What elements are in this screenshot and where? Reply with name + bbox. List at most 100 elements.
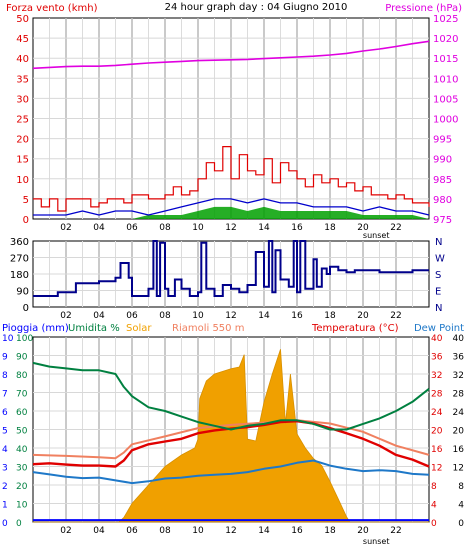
dewpoint-y-tick-label: 16 xyxy=(453,445,465,455)
pressure-y-tick-label: 1025 xyxy=(433,14,458,25)
x-tick-label: 08 xyxy=(159,526,171,536)
dewpoint-y-tick-label: 0 xyxy=(458,519,464,529)
direction-y-tick-label: 270 xyxy=(10,254,29,265)
wind-gust-line xyxy=(33,146,430,212)
x-tick-label: 18 xyxy=(324,223,336,233)
temperature-y-tick-label: 0 xyxy=(431,519,437,529)
pressure-y-tick-label: 980 xyxy=(433,195,452,206)
dewpoint-y-tick-label: 40 xyxy=(453,334,465,344)
wind-y-tick-label: 15 xyxy=(16,155,29,166)
temperature-y-tick-label: 4 xyxy=(431,501,437,511)
dewpoint-y-tick-label: 12 xyxy=(453,464,464,474)
solar-axis-title: Solar xyxy=(126,323,152,334)
x-tick-label: 12 xyxy=(225,223,236,233)
wind-avg-line xyxy=(33,198,430,216)
x-tick-label: 04 xyxy=(93,526,105,536)
humidity-y-tick-label: 50 xyxy=(16,427,28,437)
rain-y-tick-label: 10 xyxy=(2,334,14,344)
compass-label: N xyxy=(435,237,442,248)
x-tick-label: 12 xyxy=(225,526,236,536)
x-tick-label: 14 xyxy=(258,223,270,233)
wind-y-tick-label: 20 xyxy=(16,135,29,146)
temperature-y-tick-label: 36 xyxy=(431,353,443,363)
solar-radiation-area xyxy=(33,349,429,523)
x-tick-label: 22 xyxy=(390,311,401,321)
temperature-y-tick-label: 8 xyxy=(431,482,437,492)
x-tick-label: 20 xyxy=(357,223,369,233)
compass-label: S xyxy=(435,270,441,281)
wind-y-tick-label: 35 xyxy=(16,74,29,85)
x-tick-label: 08 xyxy=(159,223,171,233)
humidity-y-tick-label: 90 xyxy=(16,353,28,363)
temperature-y-tick-label: 28 xyxy=(431,390,443,400)
pressure-y-tick-label: 1000 xyxy=(433,115,458,126)
sunset-label-lower: sunset xyxy=(363,537,390,546)
pressure-y-tick-label: 1015 xyxy=(433,54,458,65)
wind-y-tick-label: 0 xyxy=(23,215,29,226)
dewpoint-line xyxy=(32,459,430,485)
x-tick-label: 04 xyxy=(93,311,105,321)
rain-y-tick-label: 9 xyxy=(2,353,8,363)
x-tick-label: 02 xyxy=(60,311,71,321)
wind-y-tick-label: 10 xyxy=(16,175,29,186)
x-tick-label: 10 xyxy=(192,223,204,233)
pressure-y-tick-label: 985 xyxy=(433,175,452,186)
x-tick-label: 18 xyxy=(324,526,336,536)
temperature-y-tick-label: 12 xyxy=(431,464,442,474)
dewpoint-y-tick-label: 36 xyxy=(453,353,465,363)
pressure-y-tick-label: 990 xyxy=(433,155,452,166)
temperature-y-tick-label: 40 xyxy=(431,334,443,344)
wind-y-tick-label: 25 xyxy=(16,115,29,126)
dewpoint-y-tick-label: 28 xyxy=(453,390,465,400)
x-tick-label: 20 xyxy=(357,526,369,536)
rain-y-tick-label: 4 xyxy=(2,445,8,455)
direction-y-tick-label: 360 xyxy=(10,237,29,248)
x-tick-label: 10 xyxy=(192,311,204,321)
direction-y-tick-label: 180 xyxy=(10,270,29,281)
direction-y-tick-label: 90 xyxy=(16,287,29,298)
x-tick-label: 06 xyxy=(126,311,138,321)
rain-y-tick-label: 2 xyxy=(2,482,8,492)
wind-avg-fill-area xyxy=(33,206,429,219)
dewpoint-axis-title: Dew Point xyxy=(414,323,464,334)
temperature-y-tick-label: 20 xyxy=(431,427,443,437)
pressure-axis-title: Pressione (hPa) xyxy=(385,3,462,14)
dewpoint-y-tick-label: 20 xyxy=(453,427,465,437)
temperature-axis-title: Temperatura (°C) xyxy=(311,323,399,334)
pressure-y-tick-label: 995 xyxy=(433,135,452,146)
x-tick-label: 10 xyxy=(192,526,204,536)
x-tick-label: 14 xyxy=(258,311,270,321)
wind-direction-line xyxy=(33,240,429,297)
direction-y-tick-label: 0 xyxy=(23,303,29,314)
rain-y-tick-label: 3 xyxy=(2,464,8,474)
cloud-base-label: Riamoli 550 m xyxy=(172,323,244,334)
pressure-y-tick-label: 1020 xyxy=(433,34,458,45)
x-tick-label: 06 xyxy=(126,223,138,233)
humidity-y-tick-label: 30 xyxy=(16,464,28,474)
temperature-line xyxy=(32,420,430,468)
x-tick-label: 02 xyxy=(60,526,71,536)
humidity-y-tick-label: 10 xyxy=(16,501,28,511)
pressure-y-tick-label: 975 xyxy=(433,215,452,226)
rain-y-tick-label: 0 xyxy=(2,519,8,529)
x-tick-label: 02 xyxy=(60,223,71,233)
x-tick-label: 16 xyxy=(291,311,303,321)
x-tick-label: 04 xyxy=(93,223,105,233)
x-tick-label: 12 xyxy=(225,311,236,321)
humidity-y-tick-label: 0 xyxy=(16,519,22,529)
compass-label: W xyxy=(435,254,445,265)
sunset-label: sunset xyxy=(363,231,390,240)
rain-y-tick-label: 7 xyxy=(2,390,8,400)
heat-index-line xyxy=(32,419,430,460)
pressure-line xyxy=(32,40,430,70)
pressure-y-tick-label: 1005 xyxy=(433,94,458,105)
x-tick-label: 22 xyxy=(390,526,401,536)
wind-y-tick-label: 30 xyxy=(16,94,29,105)
dewpoint-y-tick-label: 8 xyxy=(458,482,464,492)
dewpoint-y-tick-label: 24 xyxy=(453,408,465,418)
x-tick-label: 08 xyxy=(159,311,171,321)
wind-y-tick-label: 5 xyxy=(23,195,29,206)
dewpoint-y-tick-label: 32 xyxy=(453,371,464,381)
